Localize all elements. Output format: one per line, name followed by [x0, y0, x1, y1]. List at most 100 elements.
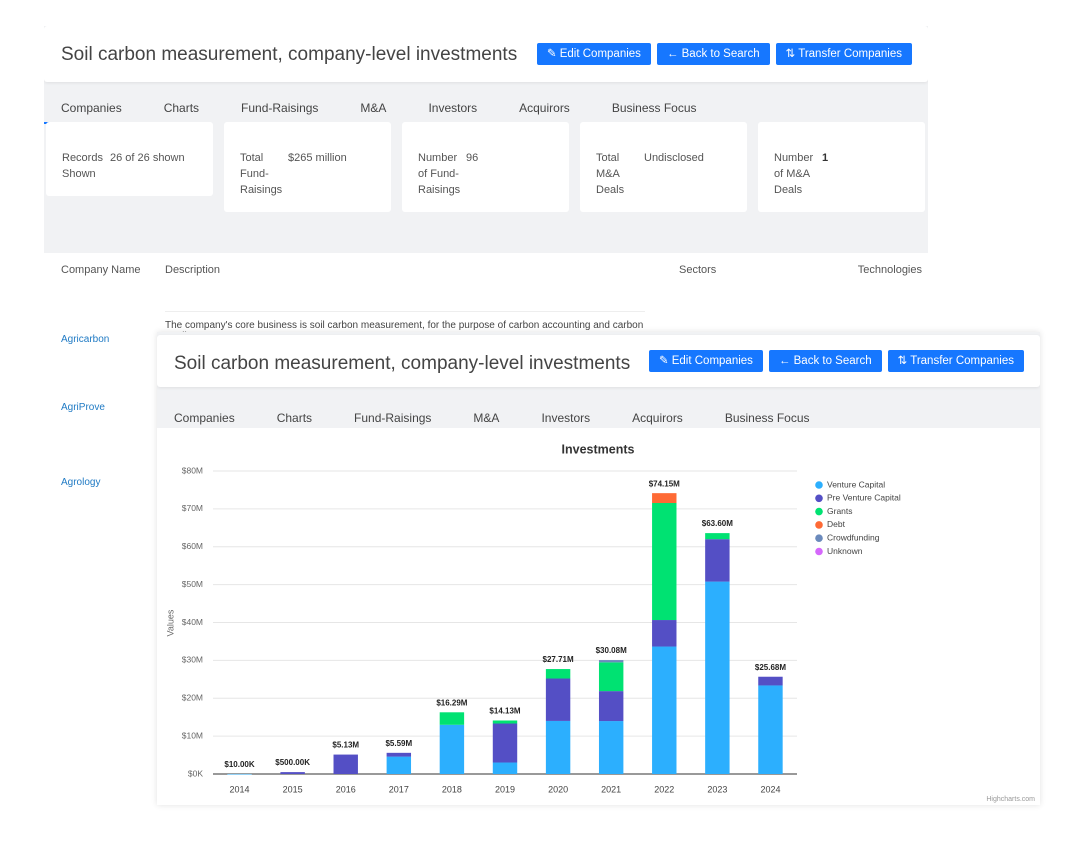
bar-segment — [545, 669, 571, 679]
stat-card: Number of M&A Deals 1 — [758, 122, 925, 212]
stat-label: Number of M&A Deals — [774, 152, 814, 196]
charts-view: Soil carbon measurement, company-level i… — [157, 332, 1040, 805]
y-tick-label: $70M — [182, 503, 203, 513]
x-tick-label: 2020 — [548, 784, 568, 794]
column-header: Technologies — [857, 264, 922, 276]
total-label: $63.60M — [702, 519, 733, 528]
bar-segment — [598, 691, 624, 722]
x-tick-label: 2016 — [336, 784, 356, 794]
bar-segment — [386, 752, 412, 757]
legend-swatch — [815, 521, 823, 529]
tab[interactable]: Acquirors — [632, 411, 683, 425]
x-tick-label: 2015 — [283, 784, 303, 794]
bar-segment — [652, 503, 677, 621]
credit: Highcharts.com — [986, 796, 1035, 803]
button[interactable]: Back to Search — [656, 43, 770, 65]
legend-label: Pre Venture Capital — [827, 493, 901, 503]
stat-value: 96 — [466, 152, 479, 164]
x-tick-label: 2017 — [389, 784, 409, 794]
column-header: Company Name — [61, 264, 141, 276]
total-label: $10.00K — [224, 760, 254, 769]
bar-segment — [705, 533, 730, 540]
bar-segment — [705, 539, 730, 582]
stat-value: $265 million — [288, 152, 347, 164]
button[interactable]: Edit Companies — [648, 350, 763, 372]
header: Soil carbon measurement, company-level i… — [157, 335, 1040, 387]
x-tick-label: 2022 — [654, 784, 674, 794]
total-label: $5.13M — [332, 741, 359, 750]
y-tick-label: $20M — [182, 693, 203, 703]
x-tick-label: 2019 — [495, 784, 515, 794]
y-tick-label: $0K — [188, 768, 203, 778]
button[interactable]: Transfer Companies — [887, 350, 1024, 372]
tab[interactable]: Investors — [541, 411, 591, 425]
bar-segment — [545, 678, 571, 721]
company-link[interactable]: AgriProve — [61, 402, 105, 413]
button[interactable]: Back to Search — [768, 350, 882, 372]
legend-label: Venture Capital — [827, 479, 885, 489]
bar-segment — [386, 756, 412, 774]
tab[interactable]: Companies — [44, 96, 139, 124]
total-label: $74.15M — [649, 479, 680, 488]
bar-segment — [227, 773, 252, 775]
bar-segment — [333, 754, 358, 774]
bar-segment — [439, 712, 465, 725]
column-header: Description — [165, 264, 221, 276]
bar-segment — [492, 720, 518, 724]
tab[interactable]: Investors — [428, 101, 478, 115]
page-title: Soil carbon measurement, company-level i… — [61, 44, 518, 65]
bar-segment — [545, 720, 571, 774]
tab[interactable]: Acquirors — [519, 101, 570, 115]
legend-label: Debt — [827, 519, 846, 529]
x-tick-label: 2023 — [707, 784, 727, 794]
page-title: Soil carbon measurement, company-level i… — [174, 353, 631, 374]
legend-label: Crowdfunding — [827, 532, 880, 542]
tab[interactable]: M&A — [360, 101, 387, 115]
column-header: Sectors — [679, 264, 717, 276]
legend-swatch — [815, 507, 823, 516]
x-tick-label: 2024 — [760, 784, 780, 794]
company-link[interactable]: Agricarbon — [61, 334, 110, 345]
tab[interactable]: Business Focus — [724, 411, 810, 425]
bar-segment — [758, 676, 783, 686]
legend-swatch — [815, 534, 823, 542]
bar-segment — [652, 493, 677, 504]
x-tick-label: 2021 — [601, 784, 621, 794]
y-tick-label: $10M — [182, 730, 203, 740]
company-link[interactable]: Agrology — [61, 477, 101, 488]
bar-segment — [598, 660, 624, 663]
tab[interactable]: M&A — [473, 411, 500, 425]
total-label: $30.08M — [596, 646, 627, 655]
bar-segment — [492, 762, 518, 774]
button[interactable]: Edit Companies — [536, 43, 651, 65]
stat-label: Records Shown — [62, 152, 103, 180]
tab-bar: Companies Charts Fund-Raisings M&A Investors… — [44, 96, 722, 124]
stat-card: Records Shown 26 of 26 shown — [46, 122, 213, 196]
total-label: $27.71M — [543, 655, 574, 664]
tab[interactable]: Fund-Raisings — [354, 411, 432, 425]
total-label: $500.00K — [275, 758, 310, 767]
bar-segment — [598, 721, 624, 774]
bar-segment — [439, 724, 465, 774]
stat-cards: Records Shown 26 of 26 shown Total Fund-Ra… — [46, 122, 925, 212]
tab[interactable]: Charts — [163, 101, 200, 115]
y-tick-label: $50M — [182, 579, 203, 589]
stat-card: Total M&A Deals Undisclosed — [580, 122, 747, 212]
stat-value: Undisclosed — [644, 152, 704, 164]
stat-label: Total Fund-Raisings — [240, 152, 283, 196]
x-tick-label: 2018 — [442, 784, 462, 794]
button-bar: Edit CompaniesBack to SearchTransfer Com… — [648, 350, 1024, 372]
y-tick-label: $40M — [182, 617, 203, 627]
bar-segment — [598, 662, 624, 692]
total-label: $5.59M — [385, 739, 412, 748]
bar-segment — [492, 723, 518, 763]
stat-card: Number of Fund-Raisings 96 — [402, 122, 569, 212]
bar-segment — [652, 646, 677, 774]
legend-swatch — [815, 481, 823, 489]
tab[interactable]: Business Focus — [611, 101, 697, 115]
button[interactable]: Transfer Companies — [775, 43, 912, 65]
tab[interactable]: Fund-Raisings — [241, 101, 319, 115]
tab[interactable]: Companies — [174, 411, 235, 425]
button-bar: Edit CompaniesBack to SearchTransfer Com… — [536, 43, 912, 65]
